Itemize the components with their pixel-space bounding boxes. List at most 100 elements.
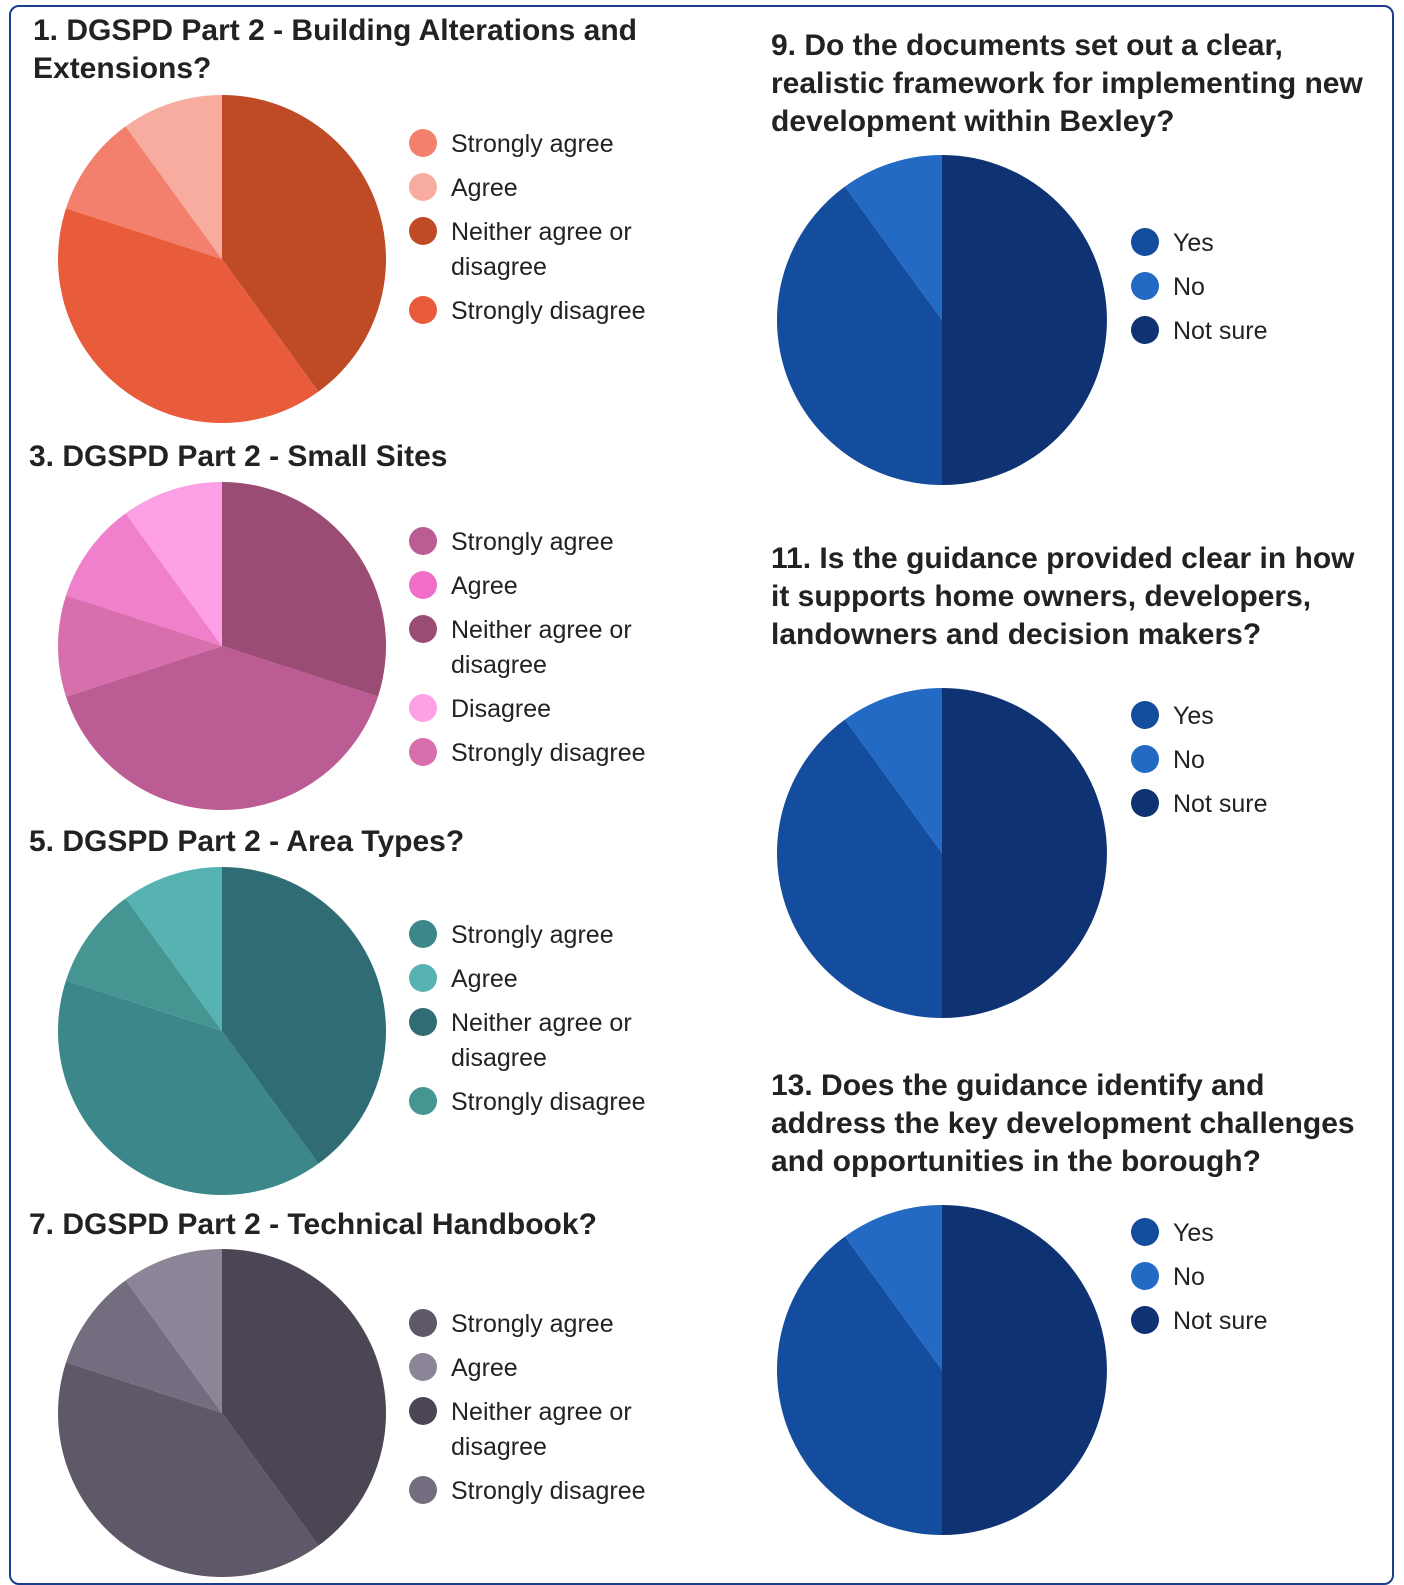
pie-slice-strongly-disagree <box>58 208 319 423</box>
pie-slice-strongly-disagree <box>58 980 319 1195</box>
legend-label: Strongly agree <box>451 921 614 949</box>
legend-item-no: No <box>1131 743 1311 778</box>
legend-swatch <box>1131 1218 1159 1246</box>
legend-label: Neither agree or disagree <box>451 1398 632 1461</box>
legend-swatch <box>409 920 437 948</box>
legend-label: Not sure <box>1173 317 1268 345</box>
legend-label: Strongly agree <box>451 1310 614 1338</box>
legend-item-agree: Agree <box>409 962 659 997</box>
legend-swatch <box>409 964 437 992</box>
pie-slice-neither-agree-or-disagree <box>222 867 386 1164</box>
legend-swatch <box>1131 316 1159 344</box>
legend-item-neither-agree-or-disagree: Neither agree or disagree <box>409 215 659 285</box>
legend-item-agree: Agree <box>409 171 659 206</box>
pie-slice-strongly-agree <box>66 646 378 810</box>
legend-label: Neither agree or disagree <box>451 616 632 679</box>
legend-item-agree: Agree <box>409 1351 659 1386</box>
chart-title: 9. Do the documents set out a clear, rea… <box>771 29 1363 138</box>
chart-title: 7. DGSPD Part 2 - Technical Handbook? <box>29 1208 597 1241</box>
legend-label: No <box>1173 273 1205 301</box>
legend-swatch <box>409 527 437 555</box>
pie-chart <box>58 1249 386 1577</box>
legend-swatch <box>409 173 437 201</box>
chart-legend: Strongly agree Agree Neither agree or disa… <box>409 525 659 780</box>
legend-item-neither-agree-or-disagree: Neither agree or disagree <box>409 1006 659 1076</box>
pie-chart <box>58 867 386 1195</box>
chart-legend: Yes No Not sure <box>1131 699 1311 831</box>
pie-slice-yes <box>777 186 942 485</box>
pie-slice-neither-agree-or-disagree <box>222 482 386 697</box>
legend-swatch <box>409 1476 437 1504</box>
legend-item-not-sure: Not sure <box>1131 1304 1311 1339</box>
legend-item-yes: Yes <box>1131 226 1311 261</box>
legend-swatch <box>409 615 437 643</box>
legend-label: No <box>1173 746 1205 774</box>
legend-swatch <box>409 217 437 245</box>
chart-legend: Yes No Not sure <box>1131 226 1311 358</box>
legend-swatch <box>409 1353 437 1381</box>
legend-item-neither-agree-or-disagree: Neither agree or disagree <box>409 1395 659 1465</box>
legend-item-not-sure: Not sure <box>1131 314 1311 349</box>
legend-label: Not sure <box>1173 790 1268 818</box>
pie-slice-no <box>845 1205 942 1370</box>
legend-swatch <box>409 694 437 722</box>
legend-label: Neither agree or disagree <box>451 218 632 281</box>
legend-label: Strongly agree <box>451 130 614 158</box>
legend-swatch <box>1131 1262 1159 1290</box>
pie-slice-agree <box>125 95 222 259</box>
legend-swatch <box>409 1087 437 1115</box>
pie-chart <box>57 482 386 810</box>
chart-title: 3. DGSPD Part 2 - Small Sites <box>29 440 448 473</box>
pie-slice-not-sure <box>942 1205 1107 1535</box>
legend-label: Agree <box>451 1354 518 1382</box>
legend-item-disagree: Disagree <box>409 692 659 727</box>
pie-slice-strongly-disagree <box>66 1280 222 1413</box>
legend-item-no: No <box>1131 1260 1311 1295</box>
pie-slice-no <box>845 688 942 853</box>
legend-item-yes: Yes <box>1131 1216 1311 1251</box>
legend-label: Disagree <box>451 695 552 723</box>
legend-label: Yes <box>1173 229 1214 257</box>
legend-swatch <box>1131 272 1159 300</box>
pie-slice-neither-agree-or-disagree <box>222 95 386 392</box>
legend-label: Agree <box>451 572 518 600</box>
pie-chart <box>777 155 1107 485</box>
legend-label: Strongly disagree <box>451 1477 646 1505</box>
pie-chart <box>58 95 386 423</box>
legend-label: Neither agree or disagree <box>451 1009 632 1072</box>
legend-swatch <box>409 1008 437 1036</box>
chart-legend: Yes No Not sure <box>1131 1216 1311 1348</box>
chart-legend: Strongly agree Agree Neither agree or disa… <box>409 127 659 338</box>
legend-swatch <box>1131 701 1159 729</box>
legend-swatch <box>409 129 437 157</box>
legend-swatch <box>409 1397 437 1425</box>
pie-slice-yes <box>777 719 942 1018</box>
legend-item-strongly-agree: Strongly agree <box>409 1307 659 1342</box>
legend-label: Agree <box>451 965 518 993</box>
legend-swatch <box>1131 789 1159 817</box>
pie-slice-agree <box>125 867 222 1031</box>
pie-slice-agree <box>125 1249 222 1413</box>
pie-slice-strongly-agree <box>66 898 222 1031</box>
pie-slice-not-sure <box>942 688 1107 1018</box>
pie-slice-strongly-disagree <box>57 595 222 697</box>
chart-title: 5. DGSPD Part 2 - Area Types? <box>29 825 465 858</box>
pie-chart <box>777 688 1107 1018</box>
legend-swatch <box>409 296 437 324</box>
legend-item-strongly-disagree: Strongly disagree <box>409 1474 659 1509</box>
pie-slice-yes <box>777 1236 942 1535</box>
legend-label: Not sure <box>1173 1307 1268 1335</box>
pie-slice-neither-agree-or-disagree <box>222 1249 386 1546</box>
legend-item-yes: Yes <box>1131 699 1311 734</box>
legend-item-agree: Agree <box>409 569 659 604</box>
legend-swatch <box>409 1309 437 1337</box>
legend-item-no: No <box>1131 270 1311 305</box>
legend-item-strongly-agree: Strongly agree <box>409 918 659 953</box>
chart-title: 13. Does the guidance identify and addre… <box>771 1069 1355 1178</box>
legend-item-strongly-disagree: Strongly disagree <box>409 294 659 329</box>
pie-slice-not-sure <box>942 155 1107 485</box>
legend-swatch <box>1131 745 1159 773</box>
legend-label: No <box>1173 1263 1205 1291</box>
legend-label: Strongly disagree <box>451 297 646 325</box>
legend-label: Yes <box>1173 1219 1214 1247</box>
